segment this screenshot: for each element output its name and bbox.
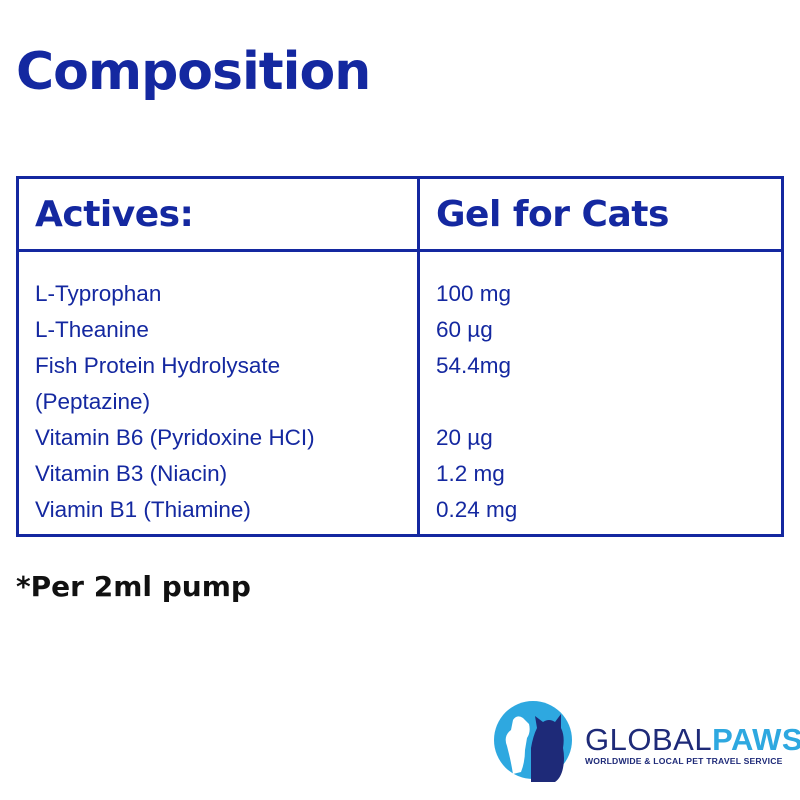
active-amount: 60 µg: [436, 317, 493, 342]
page-title: Composition: [16, 42, 371, 102]
brand-name: GLOBALPAWS: [585, 724, 800, 755]
actives-column: L-Typrophan L-Theanine Fish Protein Hydr…: [16, 249, 420, 537]
active-name: L-Theanine: [35, 317, 149, 342]
amounts-column: 100 mg 60 µg 54.4mg 20 µg 1.2 mg 0.24 mg: [417, 249, 784, 537]
brand-name-global: GLOBAL: [585, 722, 713, 757]
table-header-row: Actives: Gel for Cats: [16, 176, 784, 252]
active-amount: 0.24 mg: [436, 497, 518, 522]
active-name: Vitamin B6 (Pyridoxine HCI): [35, 425, 315, 450]
active-amount: 54.4mg: [436, 353, 512, 378]
active-amount: 1.2 mg: [436, 461, 505, 486]
active-name: Vitamin B3 (Niacin): [35, 461, 228, 486]
table-body-row: L-Typrophan L-Theanine Fish Protein Hydr…: [16, 249, 784, 537]
header-actives: Actives:: [16, 176, 420, 252]
active-amount: 20 µg: [436, 425, 493, 450]
globalpaws-logo: GLOBALPAWS WORLDWIDE & LOCAL PET TRAVEL …: [493, 696, 800, 784]
brand-tagline: WORLDWIDE & LOCAL PET TRAVEL SERVICE: [585, 756, 783, 766]
active-amount: [436, 384, 781, 420]
active-name: (Peptazine): [35, 389, 151, 414]
brand-name-paws: PAWS: [712, 722, 800, 757]
dog-cat-silhouette-icon: [494, 701, 572, 782]
footnote: *Per 2ml pump: [16, 570, 251, 603]
active-name: L-Typrophan: [35, 281, 162, 306]
active-amount: 100 mg: [436, 281, 512, 306]
active-name: Fish Protein Hydrolysate: [35, 353, 281, 378]
composition-table: Actives: Gel for Cats L-Typrophan L-Thea…: [16, 176, 784, 537]
active-name: Viamin B1 (Thiamine): [35, 497, 251, 522]
header-gel-for-cats: Gel for Cats: [417, 176, 784, 252]
